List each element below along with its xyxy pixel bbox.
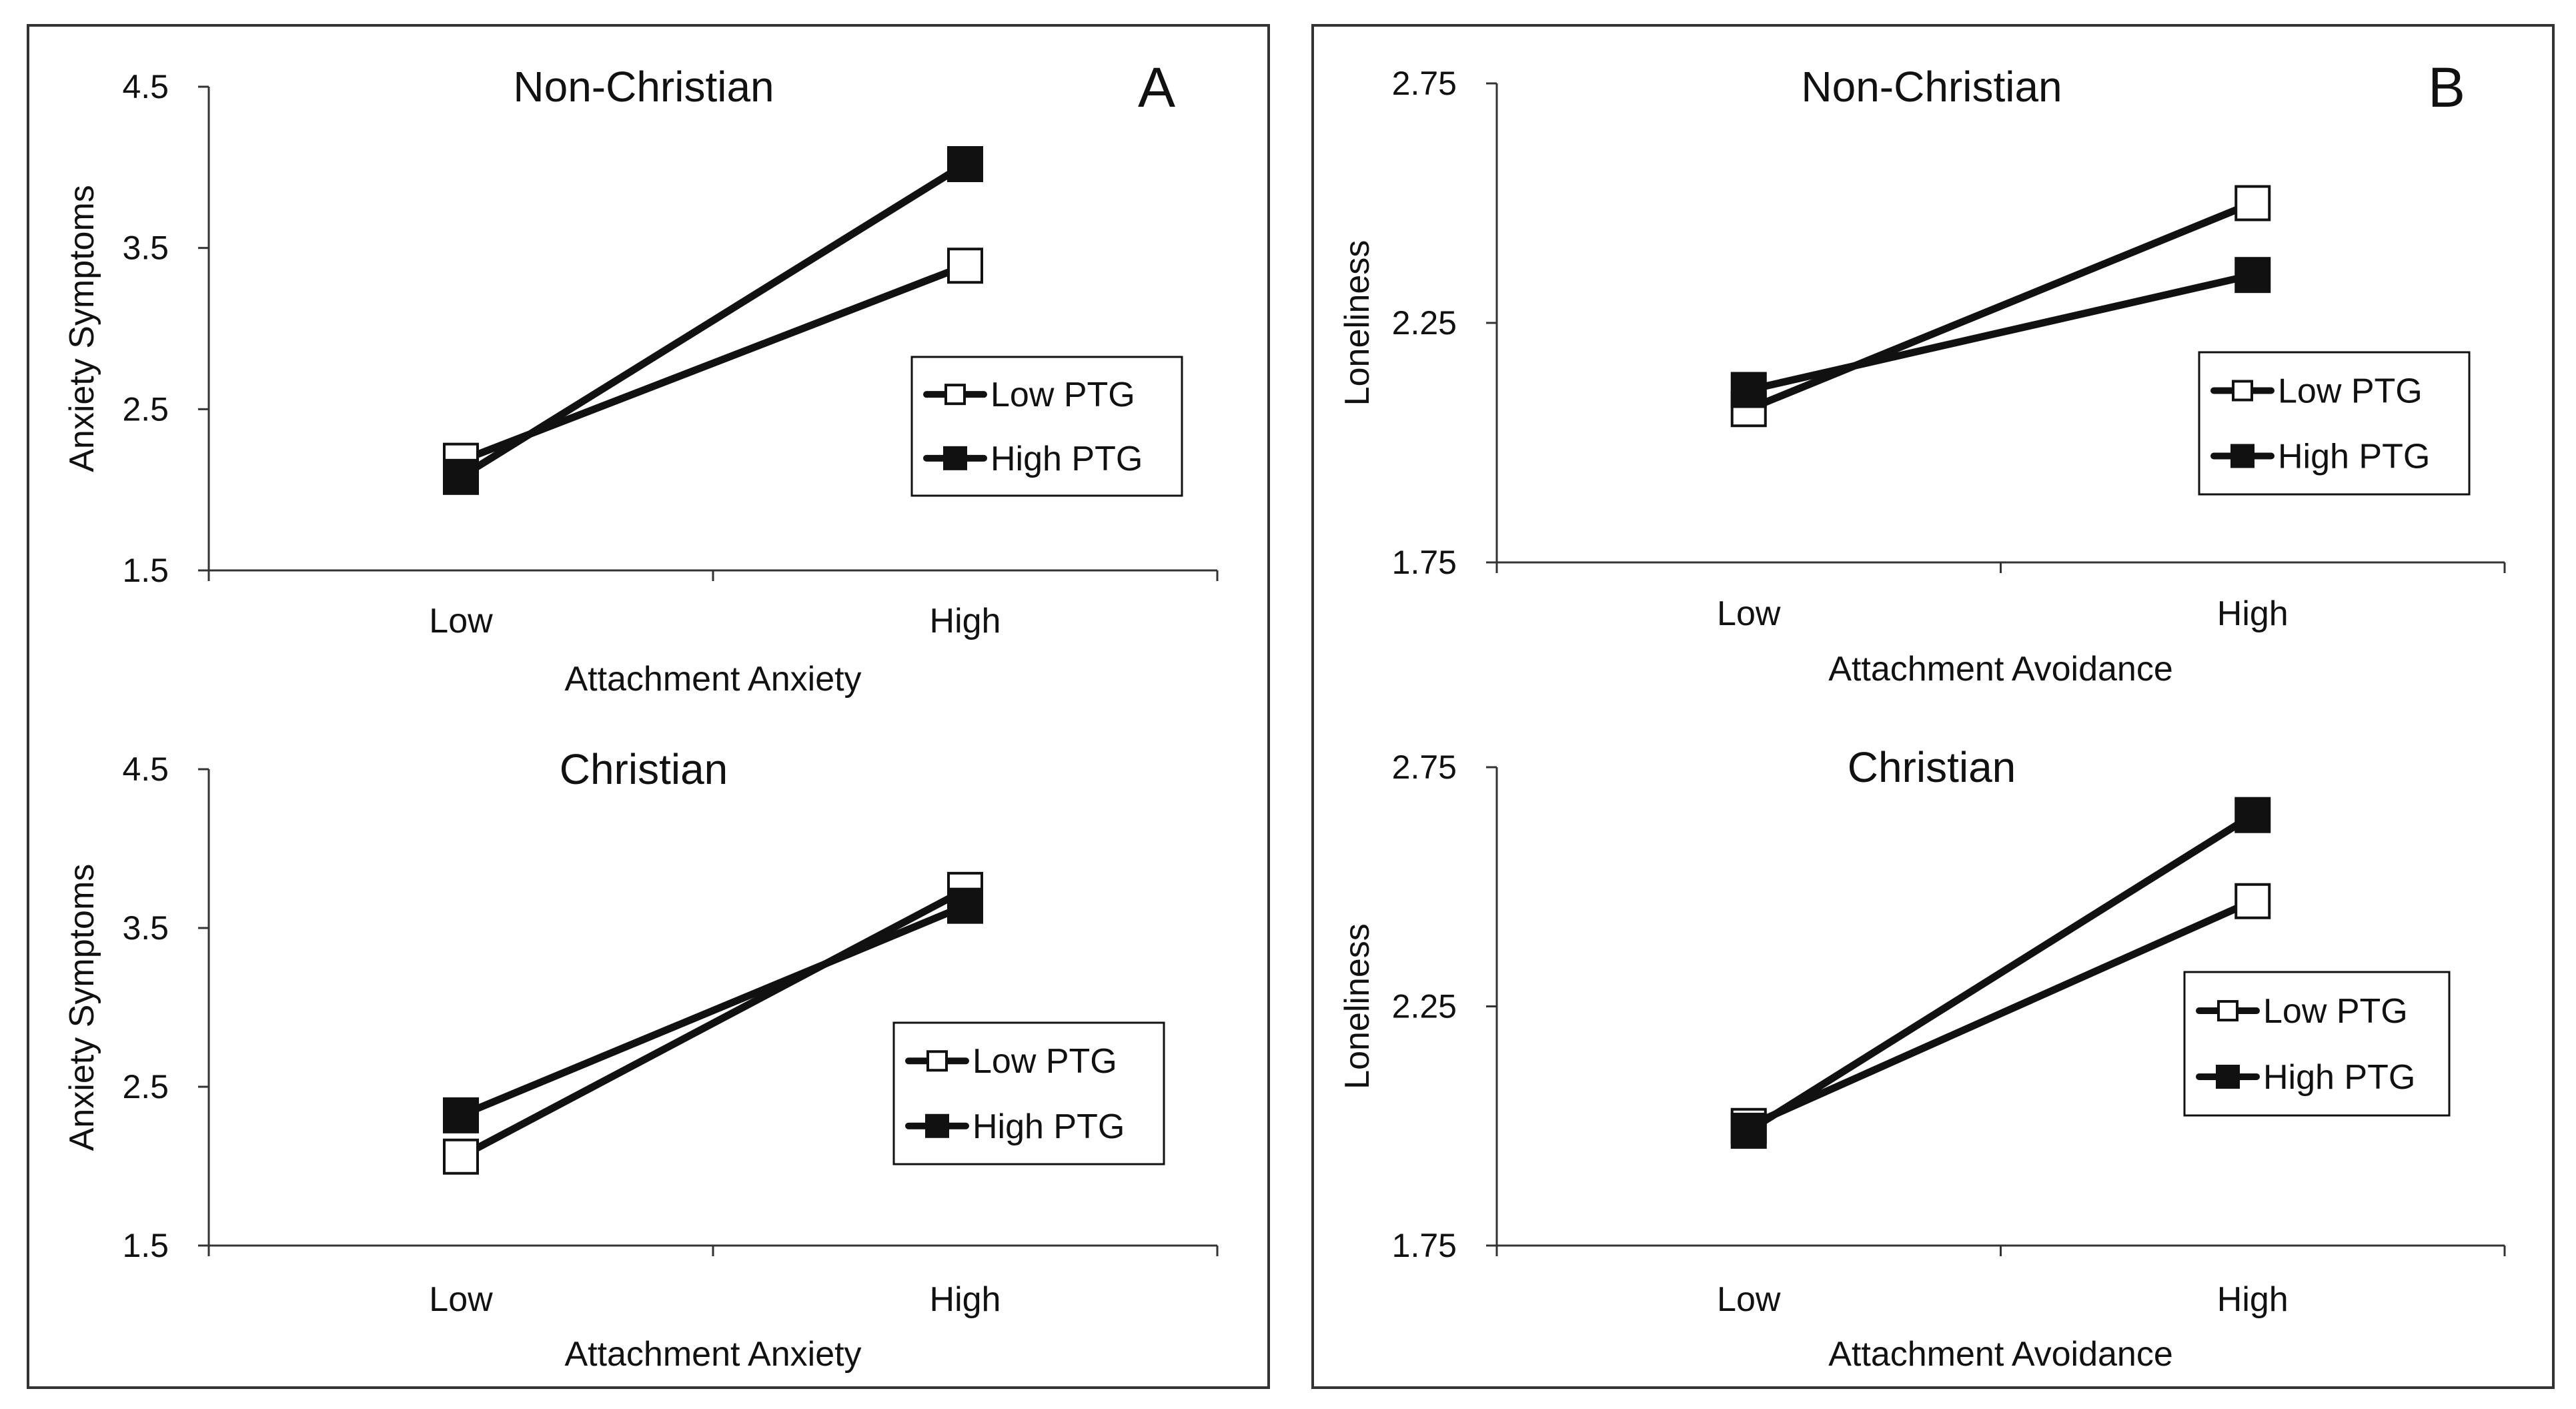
panel-frame (1311, 24, 2555, 1389)
series-line-low-ptg (1745, 897, 2257, 1130)
legend-box (910, 356, 1183, 497)
high-ptg-marker (947, 146, 983, 182)
series-line-high-ptg (457, 902, 969, 1119)
high-ptg-marker (1730, 372, 1767, 408)
y-tick-label: 2.75 (1392, 749, 1457, 786)
y-tick-label: 1.5 (122, 1227, 169, 1264)
low-ptg-legend-marker (2232, 380, 2253, 402)
legend-box (2183, 971, 2451, 1117)
high-ptg-marker (1730, 1112, 1767, 1149)
y-tick-label: 1.5 (122, 552, 169, 589)
y-tick-label: 2.75 (1392, 65, 1457, 102)
high-ptg-marker (443, 1097, 479, 1133)
y-axis-title: Loneliness (1338, 240, 1377, 406)
high-ptg-legend-marker (2230, 444, 2255, 468)
legend: Low PTG High PTG (892, 1021, 1165, 1165)
chart-title: Non-Christian (513, 63, 774, 111)
high-ptg-legend-marker (2216, 1064, 2240, 1089)
chart-1: Non-Christian 1.5 2.5 3.5 4.5 Low High Attachme… (63, 63, 1219, 698)
high-ptg-marker (947, 887, 983, 924)
y-axis-title: Anxiety Symptoms (63, 864, 101, 1151)
y-tick-label: 2.25 (1392, 304, 1457, 342)
chart-4: Christian 1.75 2.25 2.75 Low High Attachment A… (1338, 743, 2506, 1374)
x-axis-title: Attachment Anxiety (564, 660, 861, 698)
legend-label: High PTG (2278, 437, 2430, 476)
legend-label: High PTG (2263, 1058, 2415, 1097)
low-ptg-marker (443, 1138, 479, 1175)
y-tick-label: 2.5 (122, 1068, 169, 1105)
x-tick-label: High (2217, 1280, 2289, 1319)
chart-2: Christian 1.5 2.5 3.5 4.5 Low High Attachment A… (63, 745, 1219, 1374)
legend-label: Low PTG (2278, 372, 2423, 411)
y-tick-label: 4.5 (122, 68, 169, 105)
x-tick-label: High (930, 1280, 1001, 1319)
series-line-low-ptg (457, 886, 969, 1161)
panel-a: A (27, 24, 1270, 1389)
y-tick-label: 3.5 (122, 909, 169, 947)
low-ptg-legend-marker (926, 1050, 948, 1072)
legend: Low PTG High PTG (2198, 351, 2471, 496)
x-tick-label: Low (1717, 594, 1781, 633)
low-ptg-marker (2234, 883, 2271, 919)
x-tick-label: High (2217, 594, 2289, 633)
low-ptg-marker (947, 248, 983, 284)
high-ptg-marker (2234, 797, 2271, 833)
panel-b: B (1311, 24, 2555, 1389)
x-axis-title: Attachment Avoidance (1828, 1335, 2173, 1374)
x-tick-label: Low (1717, 1280, 1781, 1319)
x-tick-label: Low (429, 602, 493, 640)
y-tick-label: 2.25 (1392, 988, 1457, 1025)
series-line-low-ptg (1745, 199, 2257, 413)
high-ptg-marker (443, 458, 479, 495)
chart-title: Christian (1848, 743, 2016, 791)
x-axis-title: Attachment Anxiety (564, 1335, 861, 1374)
chart-title: Christian (560, 745, 728, 793)
panel-frame (27, 24, 1270, 1389)
chart-3: Non-Christian 1.75 2.25 2.75 Low High Attachme… (1338, 63, 2506, 688)
high-ptg-legend-marker (943, 446, 967, 470)
y-tick-label: 1.75 (1392, 544, 1457, 581)
y-tick-label: 4.5 (122, 751, 169, 788)
high-ptg-marker (2234, 257, 2271, 294)
x-axis-title: Attachment Avoidance (1828, 650, 2173, 688)
y-tick-label: 3.5 (122, 229, 169, 267)
legend-label: High PTG (973, 1107, 1125, 1146)
legend: Low PTG High PTG (910, 356, 1183, 497)
chart-title: Non-Christian (1801, 63, 2062, 111)
y-axis-title: Loneliness (1338, 923, 1377, 1089)
series-line-high-ptg (457, 160, 969, 481)
x-tick-label: High (930, 602, 1001, 640)
legend-label: Low PTG (991, 376, 1135, 414)
legend-label: High PTG (991, 440, 1143, 478)
y-axis-title: Anxiety Symptoms (63, 185, 101, 472)
y-tick-label: 2.5 (122, 390, 169, 428)
low-ptg-legend-marker (944, 384, 966, 406)
low-ptg-marker (2234, 185, 2271, 221)
series-line-high-ptg (1745, 811, 2257, 1135)
legend: Low PTG High PTG (2183, 971, 2451, 1117)
series-line-high-ptg (1745, 271, 2257, 394)
y-tick-label: 1.75 (1392, 1227, 1457, 1264)
panel-letter: A (1138, 56, 1175, 119)
x-tick-label: Low (429, 1280, 493, 1319)
legend-box (2198, 351, 2471, 496)
panel-letter: B (2428, 56, 2465, 119)
legend-label: Low PTG (973, 1042, 1117, 1081)
legend-label: Low PTG (2263, 992, 2408, 1031)
legend-box (892, 1021, 1165, 1165)
low-ptg-legend-marker (2217, 1000, 2238, 1022)
high-ptg-legend-marker (925, 1113, 949, 1138)
